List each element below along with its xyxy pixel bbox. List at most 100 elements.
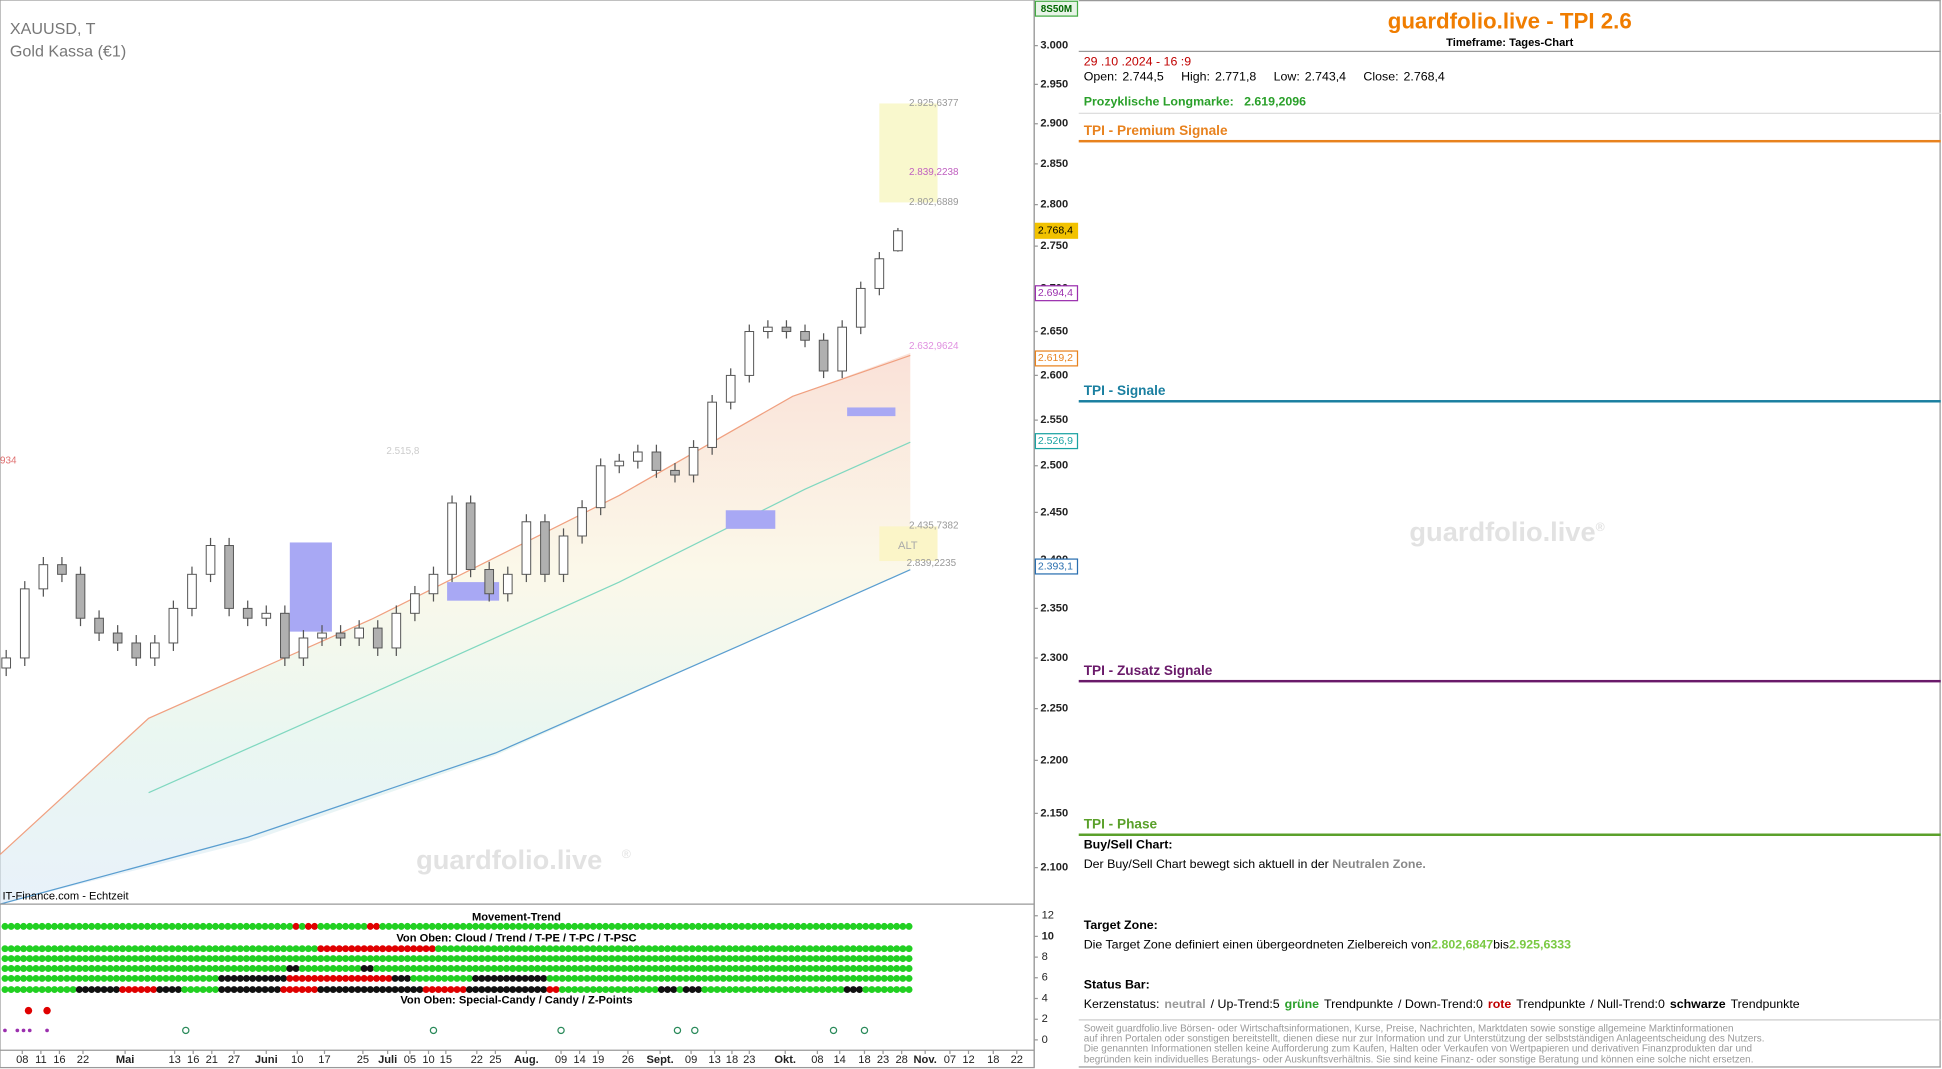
section-line — [1078, 833, 1941, 836]
indicator-dot — [286, 922, 294, 930]
indicator-dot — [905, 965, 913, 972]
indicator-dot — [441, 945, 449, 953]
indicator-dot — [887, 965, 894, 972]
indicator-dot — [199, 945, 207, 953]
candle-body — [558, 535, 569, 575]
indicator-dot — [410, 922, 418, 930]
target-body: Die Target Zone definiert einen übergeor… — [1083, 938, 1432, 953]
indicator-dot — [657, 974, 665, 982]
disclaimer-line: auf ihren Portalen oder sonstigen bereit… — [1083, 1033, 1765, 1045]
indicator-dot — [794, 955, 802, 963]
indicator-dot — [818, 922, 826, 930]
indicator-dot — [571, 974, 579, 982]
indicator-dot — [453, 974, 461, 982]
status-part: / Up-Trend:5 — [1210, 998, 1280, 1012]
indicator-dot — [397, 945, 405, 953]
indicator-dot — [732, 945, 740, 953]
indicator-dot — [831, 955, 839, 963]
indicator-dot — [707, 945, 715, 953]
indicator-dot — [496, 974, 504, 982]
indicator-dot — [174, 965, 182, 972]
indicator-dot — [311, 922, 319, 930]
indicator-dot — [267, 955, 275, 963]
indicator-dot — [639, 922, 647, 930]
chart-title: XAUUSD, T — [10, 20, 96, 38]
candle-body — [131, 642, 142, 659]
indicator-dot — [515, 965, 523, 972]
indicator-dot — [558, 965, 566, 972]
indicator-dot — [843, 986, 851, 994]
indicator-dot — [379, 965, 387, 972]
indicator-dot — [205, 955, 213, 963]
status-part: Trendpunkte — [1730, 998, 1800, 1012]
indicator-dot — [242, 986, 250, 994]
indicator-dot — [787, 986, 795, 994]
indicator-dot — [521, 955, 529, 963]
indicator-dot — [311, 965, 319, 972]
indicator-dot — [657, 945, 665, 953]
indicator-dot — [143, 945, 151, 953]
indicator-dot — [552, 965, 560, 972]
indicator-dot — [224, 986, 232, 994]
indicator-dot — [137, 986, 145, 994]
indicator-dot — [32, 986, 40, 994]
indicator-dot — [32, 955, 40, 963]
status-part: Kerzenstatus: — [1083, 998, 1160, 1012]
indicator-dot — [7, 922, 15, 930]
indicator-dot — [688, 955, 696, 963]
indicator-dot — [57, 986, 65, 994]
candle-body — [818, 339, 829, 372]
indicator-dot — [701, 965, 709, 972]
indicator-dot — [212, 955, 219, 963]
indicator-dot — [44, 955, 52, 963]
indicator-dot — [75, 974, 83, 982]
x-tick-label: 19 — [592, 1054, 604, 1066]
section-title: TPI - Signale — [1083, 383, 1166, 399]
indicator-dot — [713, 955, 721, 963]
indicator-dot — [57, 955, 65, 963]
indicator-dot — [806, 922, 814, 930]
indicator-dot — [162, 922, 170, 930]
indicator-dot — [292, 955, 300, 963]
indicator-dot — [428, 922, 436, 930]
indicator-dot — [38, 955, 46, 963]
indicator-dot — [688, 922, 696, 930]
candy-ring — [182, 1026, 190, 1035]
indicator-dot — [552, 974, 560, 982]
indicator-dot — [484, 974, 492, 982]
indicator-dot — [565, 974, 572, 982]
indicator-dot — [843, 922, 851, 930]
indicator-dot — [416, 974, 424, 982]
divider — [1078, 1019, 1941, 1021]
indicator-dot — [608, 955, 616, 963]
indicator-dot — [484, 945, 492, 953]
indicator-dot — [670, 986, 678, 994]
indicator-dot — [540, 922, 548, 930]
indicator-dot — [187, 974, 195, 982]
price-tag — [1034, 285, 1079, 302]
indicator-dot — [193, 945, 201, 953]
x-tick-label: 14 — [834, 1054, 846, 1066]
indicator-dot — [856, 965, 863, 972]
indicator-dot — [75, 986, 83, 994]
indicator-dot — [794, 922, 802, 930]
indicator-dot — [441, 965, 449, 972]
indicator-dot — [7, 986, 15, 994]
ohlc-label: Open: — [1083, 70, 1118, 85]
indicator-dot — [329, 945, 337, 953]
indicator-dot — [230, 974, 238, 982]
candle-body — [391, 612, 402, 649]
indicator-dot — [775, 922, 783, 930]
indicator-dot — [317, 922, 325, 930]
indicator-dot — [701, 955, 709, 963]
buysell-text: Der Buy/Sell Chart bewegt sich aktuell i… — [1084, 858, 1426, 872]
indicator-dot — [626, 955, 634, 963]
indicator-dot — [534, 955, 541, 963]
indicator-dot — [515, 945, 523, 953]
indicator-dot — [131, 986, 139, 994]
indicator-dot — [862, 922, 870, 930]
indicator-dot — [769, 922, 777, 930]
indicator-dot — [391, 974, 399, 982]
indicator-dot — [348, 965, 356, 972]
indicator-dot — [614, 974, 622, 982]
